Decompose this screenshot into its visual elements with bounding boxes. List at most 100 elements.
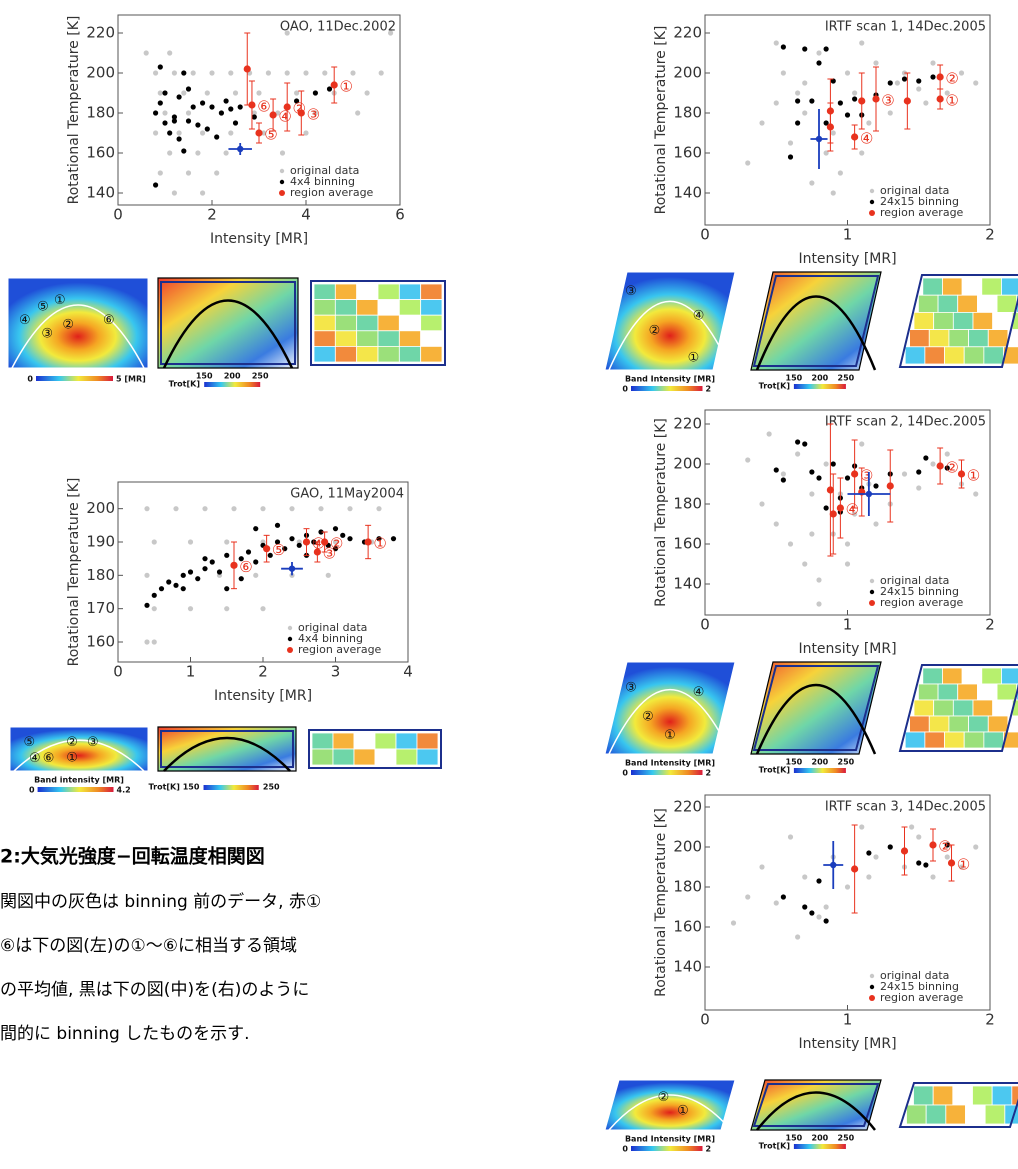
point (887, 482, 894, 489)
y-tick-label: 180 (86, 566, 115, 584)
point (162, 120, 167, 125)
bin-cell (375, 733, 396, 749)
point (788, 154, 793, 159)
point (224, 98, 229, 103)
point (200, 130, 205, 135)
point (795, 451, 800, 456)
x-tick-label: 2 (985, 226, 995, 244)
region-label: ⑥ (103, 313, 115, 328)
point (217, 569, 222, 574)
y-tick-label: 200 (86, 499, 115, 517)
point (802, 904, 807, 909)
point (167, 150, 172, 155)
trot-colorbar (204, 785, 259, 790)
point (888, 110, 893, 115)
point (144, 506, 149, 511)
y-axis-label: Rotational Temperature [K] (66, 478, 82, 667)
bin-cell (982, 278, 1002, 295)
bin-cell (946, 1105, 966, 1124)
bin-cell (357, 315, 378, 331)
point (824, 505, 829, 510)
legend-marker (870, 590, 874, 594)
bin-cell (421, 315, 442, 331)
x-tick-label: 6 (395, 206, 405, 224)
legend-marker (288, 626, 292, 630)
legend-marker (280, 169, 284, 173)
point (248, 101, 255, 108)
bin-cell (357, 331, 378, 347)
point (181, 70, 186, 75)
caption-heading: 2:大気光強度−回転温度相関図 (0, 845, 265, 868)
point (916, 469, 921, 474)
point (802, 46, 807, 51)
legend-label: region average (880, 991, 964, 1004)
trot-title: Trot[K] (759, 382, 790, 391)
x-tick-label: 2 (985, 1011, 995, 1029)
bin-cell (910, 716, 930, 732)
temperature-map (751, 272, 881, 370)
point (195, 150, 200, 155)
bin-cell (357, 300, 378, 316)
point (816, 878, 821, 883)
point-label: ① (373, 535, 386, 553)
point (391, 536, 396, 541)
point (322, 70, 327, 75)
x-tick-label: 1 (186, 663, 196, 681)
point (202, 506, 207, 511)
point (205, 90, 210, 95)
point (188, 539, 193, 544)
bin-cell (918, 295, 938, 312)
bin-cell (375, 749, 396, 765)
point (745, 457, 750, 462)
point-label: ④ (860, 130, 873, 148)
point (902, 471, 907, 476)
bin-cell (934, 312, 954, 329)
bin-cell (925, 347, 945, 364)
point-label: ① (967, 467, 980, 485)
point (237, 146, 243, 152)
bin-cell (312, 749, 333, 765)
legend-marker (869, 210, 875, 216)
legend-label: region average (298, 643, 382, 656)
point (872, 95, 879, 102)
point (209, 70, 214, 75)
point (253, 573, 258, 578)
point (152, 606, 157, 611)
point (167, 50, 172, 55)
point (326, 573, 331, 578)
point (901, 847, 908, 854)
point (152, 639, 157, 644)
point (298, 109, 305, 116)
x-tick-label: 2 (258, 663, 268, 681)
y-tick-label: 180 (673, 104, 702, 122)
region-label: ② (642, 710, 654, 725)
bin-cell (953, 1086, 973, 1105)
point (246, 549, 251, 554)
point (181, 148, 186, 153)
y-tick-label: 140 (673, 575, 702, 593)
point (214, 170, 219, 175)
bin-cell (962, 278, 982, 295)
point-label: ② (945, 70, 958, 88)
bin-cell (905, 732, 925, 748)
point (256, 90, 261, 95)
point-label: ④ (278, 108, 291, 126)
bin-cell (977, 295, 997, 312)
colorbar-min: 0 (622, 769, 628, 778)
point (845, 112, 850, 117)
bin-cell (992, 1086, 1012, 1105)
region-label: ④ (693, 685, 705, 700)
point (795, 98, 800, 103)
point (788, 834, 793, 839)
point (350, 70, 355, 75)
point (916, 834, 921, 839)
point (379, 70, 384, 75)
trot-colorbar (794, 1144, 846, 1149)
point (731, 920, 736, 925)
point-label: ② (938, 838, 951, 856)
y-tick-label: 180 (673, 878, 702, 896)
point (774, 467, 779, 472)
point (144, 639, 149, 644)
point (873, 60, 878, 65)
point (788, 140, 793, 145)
